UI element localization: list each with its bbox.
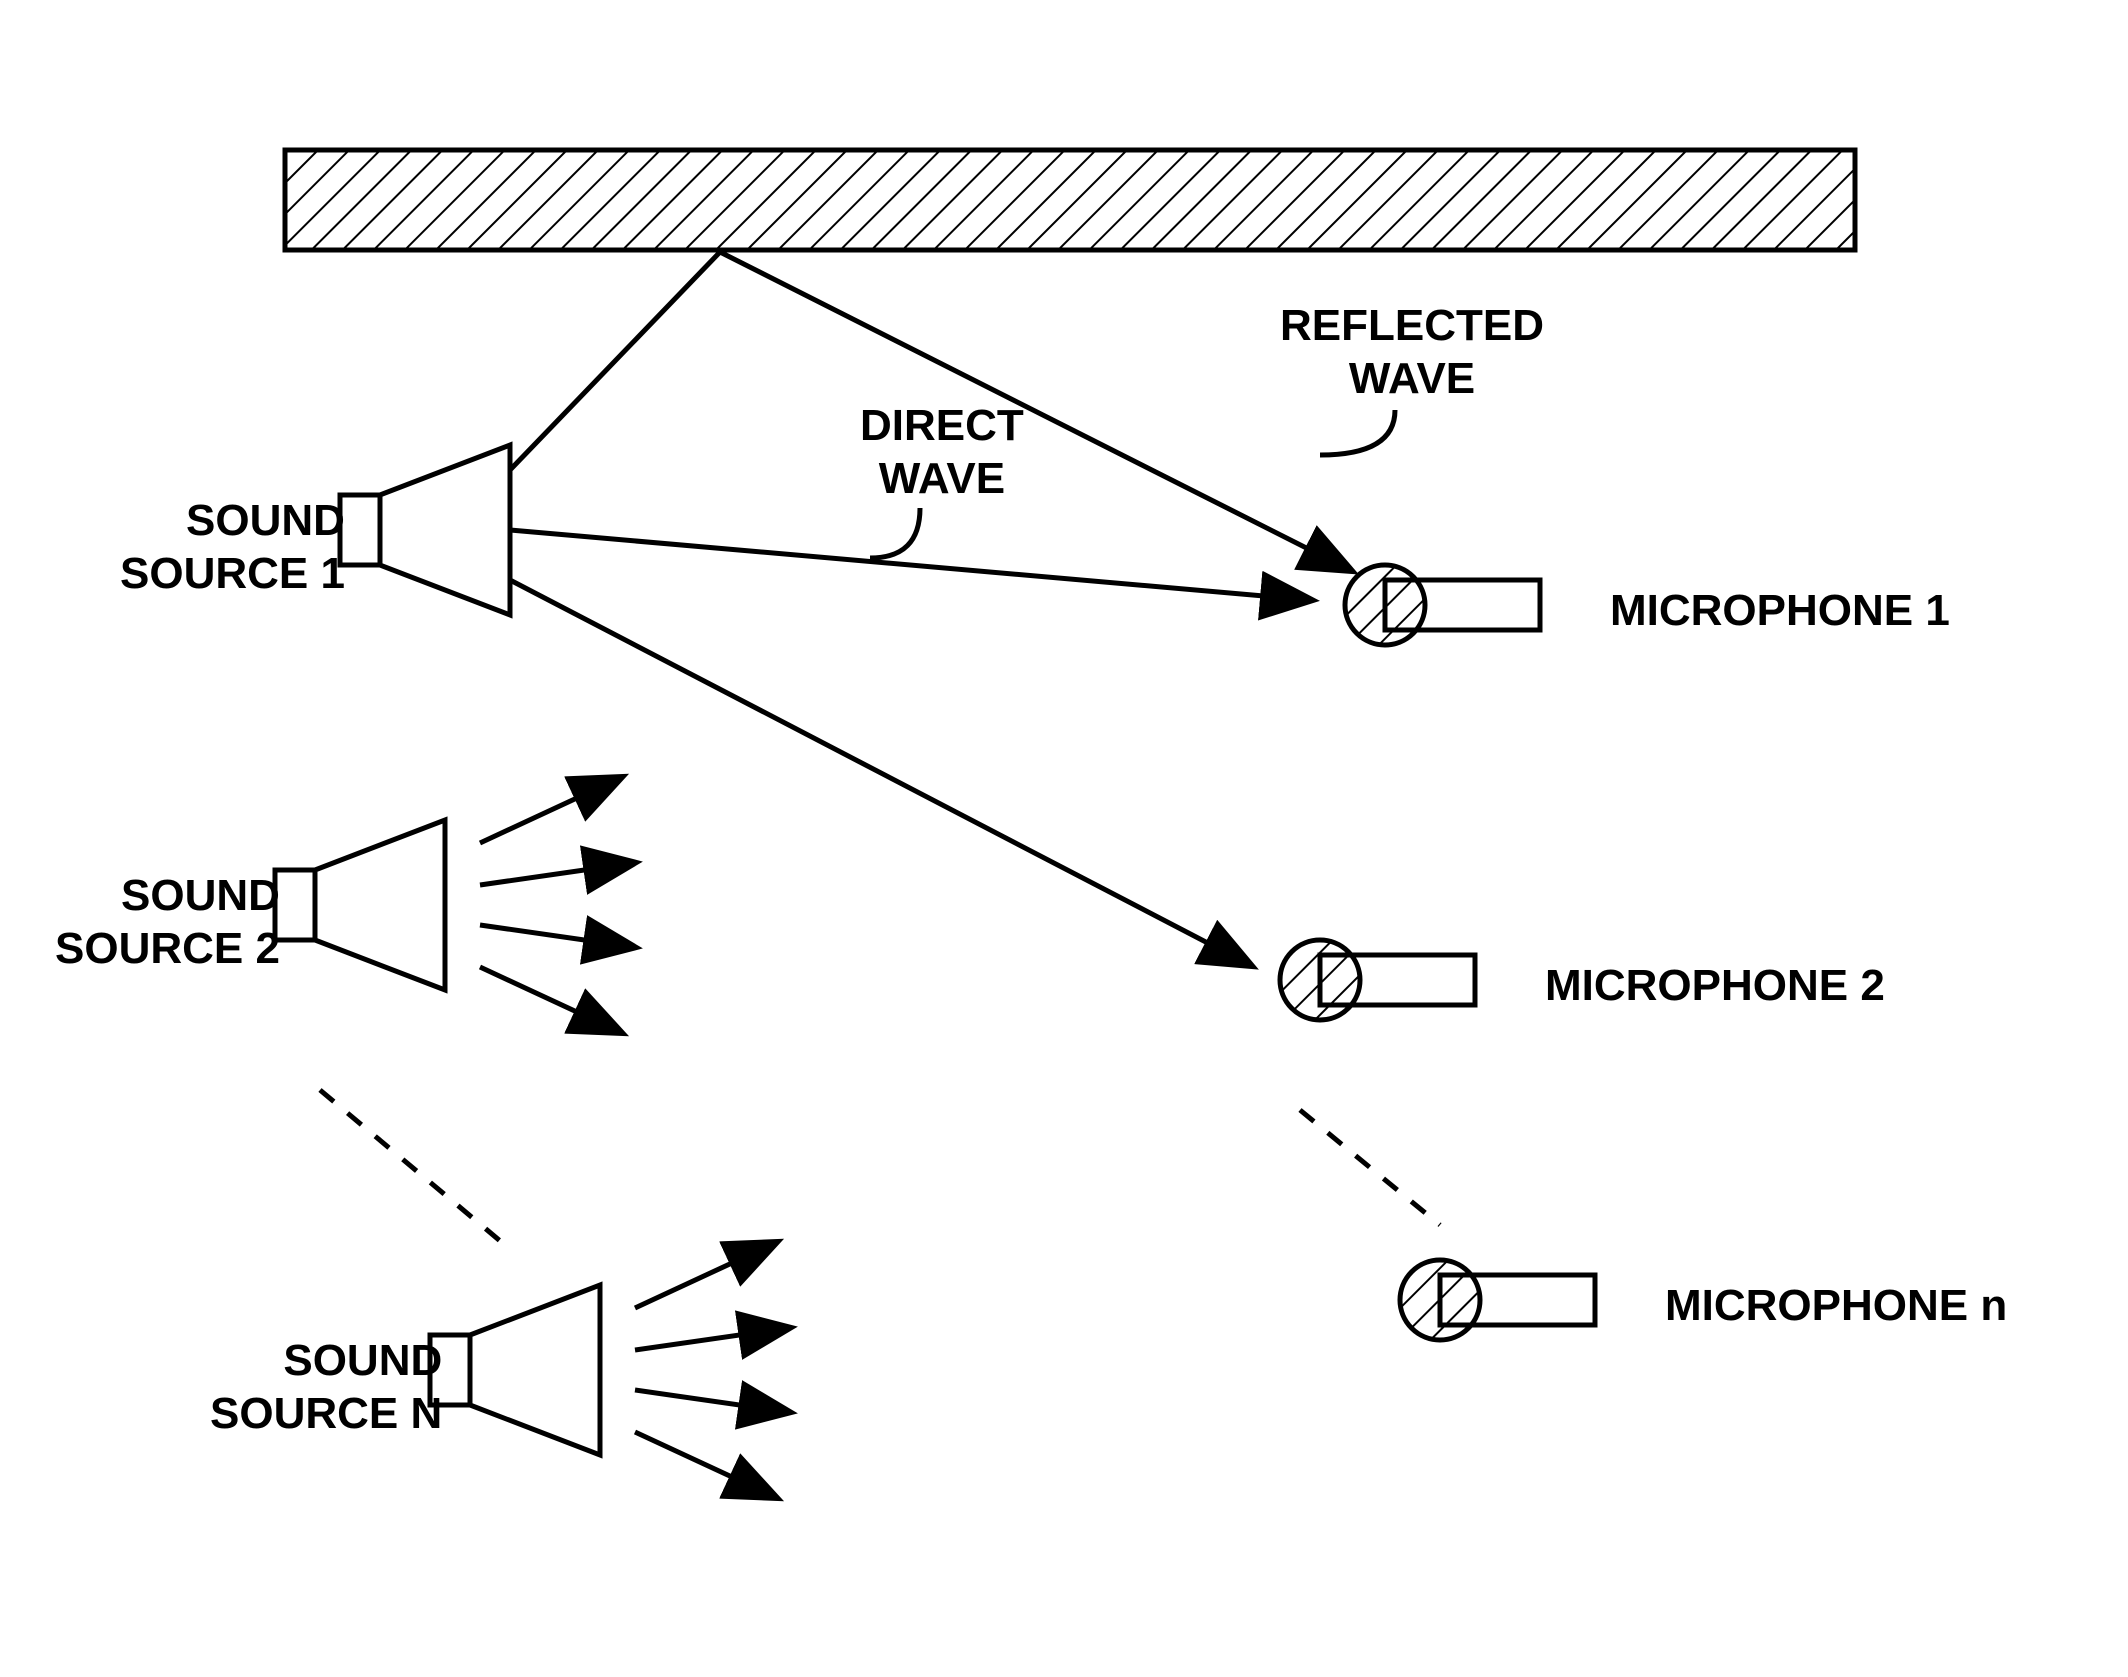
label-text: SOUNDSOURCE 1 (120, 496, 345, 598)
label-text: MICROPHONE 2 (1545, 961, 1885, 1010)
reflected-wave-label: REFLECTEDWAVE (1280, 300, 1544, 406)
ellipsis-sources (320, 1090, 505, 1245)
label-text: DIRECTWAVE (860, 401, 1024, 503)
scatter-arrow (635, 1328, 788, 1350)
reflected-callout (1320, 410, 1395, 455)
scatter-arrow (480, 778, 620, 843)
direct-wave-label: DIRECTWAVE (860, 400, 1024, 506)
scatter-arrow (635, 1390, 788, 1412)
speaker-2 (275, 820, 445, 990)
label-text: SOUNDSOURCE N (210, 1336, 442, 1438)
label-text: REFLECTEDWAVE (1280, 301, 1544, 403)
scatter-arrow (635, 1432, 775, 1497)
direct-callout (870, 508, 920, 558)
scatter-arrow (480, 925, 633, 947)
reflected-wave-up (510, 252, 720, 470)
microphone-n (1400, 1260, 1595, 1340)
label-text: MICROPHONE 1 (1610, 586, 1950, 635)
wave-to-mic2 (510, 580, 1250, 965)
label-text: SOUNDSOURCE 2 (55, 871, 280, 973)
speaker-1 (340, 445, 510, 615)
microphone-n-label: MICROPHONE n (1665, 1280, 2007, 1333)
ellipsis-mics (1300, 1110, 1440, 1225)
scatter-arrow (480, 967, 620, 1032)
scatter-arrow (635, 1243, 775, 1308)
sound-source-2-label: SOUNDSOURCE 2 (55, 870, 280, 976)
wall (285, 150, 1855, 250)
label-text: MICROPHONE n (1665, 1281, 2007, 1330)
microphone-1-label: MICROPHONE 1 (1610, 585, 1950, 638)
reflected-wave-down (720, 252, 1350, 570)
speaker-n (430, 1285, 600, 1455)
microphone-2 (1280, 940, 1475, 1020)
microphone-2-label: MICROPHONE 2 (1545, 960, 1885, 1013)
sound-source-n-label: SOUNDSOURCE N (210, 1335, 442, 1441)
sound-source-1-label: SOUNDSOURCE 1 (120, 495, 345, 601)
diagram-container: SOUNDSOURCE 1 SOUNDSOURCE 2 SOUNDSOURCE … (0, 0, 2128, 1677)
scatter-arrow (480, 863, 633, 885)
microphone-1 (1345, 565, 1540, 645)
